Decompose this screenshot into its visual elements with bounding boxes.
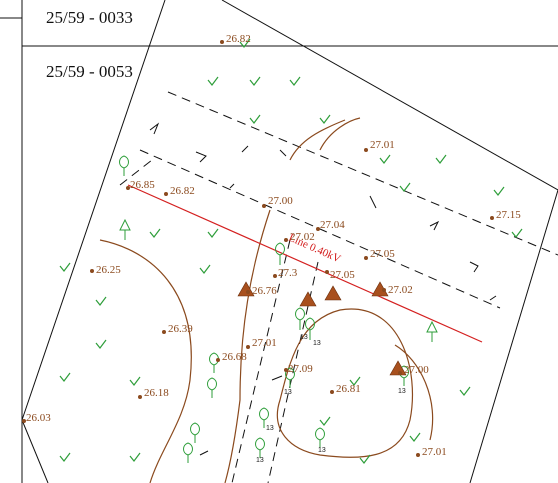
spot-height-label: 26.39 [168,323,193,335]
spot-height-label: 26.82 [170,185,195,197]
tree-tags: 13 13 13 13 13 13 13 [256,334,406,464]
sheet-label-top: 25/59 - 0033 [46,8,133,27]
tree-tag: 13 [266,425,274,432]
tree-tag: 13 [313,340,321,347]
grass-symbols [59,38,523,464]
spot-height-label: 27.3 [278,267,298,279]
spot-height-label: 27.01 [370,139,395,151]
spot-height-label: 27.09 [288,363,313,375]
spot-height-label: 27.15 [496,209,521,221]
tree-tag: 13 [256,457,264,464]
spot-height-label: 26.85 [130,179,155,191]
spot-height-label: 26.68 [222,351,247,363]
spot-height-label: 27.00 [268,195,293,207]
road-edges [119,91,558,483]
spot-height-label: 27.02 [290,231,315,243]
spot-height-label: 26.25 [96,264,121,276]
spot-heights: 26.82 27.01 27.15 26.85 26.82 27.00 27.0… [22,33,521,458]
tree-symbols [119,155,438,463]
tree-tag: 13 [300,334,308,341]
tree-tag: 13 [318,447,326,454]
misc-symbols [149,122,497,456]
spot-height-label: 27.00 [404,364,429,376]
spot-height-label: 27.04 [320,219,345,231]
sheet-label-main: 25/59 - 0053 [46,62,133,81]
spot-height-label: 26.03 [26,412,51,424]
tree-tag: 13 [398,388,406,395]
spot-height-label: 27.01 [252,337,277,349]
contour-lines [99,117,434,483]
spot-height-label: 26.76 [252,285,277,297]
spot-height-label: 27.02 [388,284,413,296]
spot-height-label: 26.81 [336,383,361,395]
spot-height-label: 26.18 [144,387,169,399]
power-line: Line 0.40kV [127,184,483,343]
spot-height-label: 27.05 [330,269,355,281]
spot-height-label: 27.05 [370,248,395,260]
tree-tag: 13 [284,389,292,396]
parcel-boundary [21,0,558,483]
spot-height-label: 26.82 [226,33,251,45]
spot-height-label: 27.01 [422,446,447,458]
